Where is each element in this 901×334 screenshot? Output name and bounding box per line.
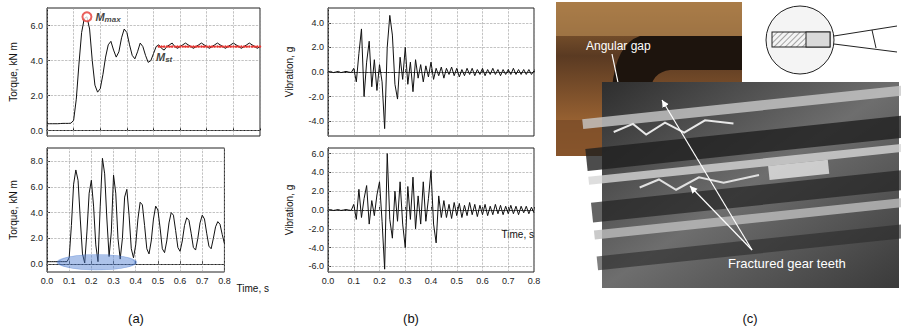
svg-text:0.0: 0.0: [30, 259, 43, 269]
svg-text:0.1: 0.1: [347, 276, 360, 286]
svg-text:0.2: 0.2: [373, 276, 386, 286]
svg-text:st: st: [165, 55, 172, 64]
svg-text:2.0: 2.0: [311, 186, 324, 196]
svg-text:6.0: 6.0: [30, 21, 43, 31]
svg-text:Torque, kN m: Torque, kN m: [8, 180, 19, 239]
svg-text:2.0: 2.0: [311, 42, 324, 52]
svg-text:0.0: 0.0: [311, 205, 324, 215]
svg-text:0.5: 0.5: [450, 276, 463, 286]
svg-text:0.2: 0.2: [85, 276, 98, 286]
svg-text:0.0: 0.0: [322, 276, 335, 286]
svg-text:-6.0: -6.0: [308, 261, 324, 271]
html-text:(c): (c): [742, 311, 758, 326]
svg-text:0.0: 0.0: [30, 126, 43, 136]
svg-text:Time, s: Time, s: [502, 229, 534, 240]
svg-text:Angular gap: Angular gap: [586, 39, 651, 53]
svg-text:0.6: 0.6: [476, 276, 489, 286]
svg-text:0.3: 0.3: [107, 276, 120, 286]
svg-text:M: M: [95, 10, 105, 23]
svg-text:2.0: 2.0: [30, 233, 43, 243]
svg-text:2.0: 2.0: [30, 91, 43, 101]
html-text:(a): (a): [128, 311, 144, 326]
svg-text:4.0: 4.0: [311, 167, 324, 177]
svg-text:0.1: 0.1: [63, 276, 76, 286]
svg-text:0.6: 0.6: [174, 276, 187, 286]
svg-text:0.8: 0.8: [218, 276, 231, 286]
svg-text:4.0: 4.0: [30, 56, 43, 66]
svg-text:4.0: 4.0: [30, 208, 43, 218]
svg-text:4.0: 4.0: [311, 18, 324, 28]
svg-text:0.5: 0.5: [152, 276, 165, 286]
svg-text:M: M: [156, 51, 166, 64]
svg-text:0.4: 0.4: [425, 276, 438, 286]
svg-text:Vibration, g: Vibration, g: [284, 185, 295, 235]
svg-text:Fractured gear teeth: Fractured gear teeth: [728, 256, 846, 271]
svg-text:6.0: 6.0: [30, 182, 43, 192]
svg-text:Time, s: Time, s: [237, 283, 269, 294]
svg-text:-4.0: -4.0: [308, 243, 324, 253]
svg-text:0.0: 0.0: [311, 67, 324, 77]
svg-text:-2.0: -2.0: [308, 224, 324, 234]
svg-text:0.8: 0.8: [528, 276, 541, 286]
svg-text:Vibration, g: Vibration, g: [284, 47, 295, 97]
svg-text:Torque, kN m: Torque, kN m: [8, 42, 19, 101]
svg-text:0.3: 0.3: [399, 276, 412, 286]
svg-text:0.4: 0.4: [129, 276, 142, 286]
svg-text:0.7: 0.7: [502, 276, 515, 286]
svg-text:6.0: 6.0: [311, 149, 324, 159]
svg-text:0.7: 0.7: [196, 276, 209, 286]
svg-text:0.0: 0.0: [41, 276, 54, 286]
html-text:(b): (b): [403, 311, 419, 326]
svg-text:-2.0: -2.0: [308, 92, 324, 102]
svg-text:max: max: [105, 15, 122, 24]
svg-text:-4.0: -4.0: [308, 116, 324, 126]
svg-text:8.0: 8.0: [30, 156, 43, 166]
